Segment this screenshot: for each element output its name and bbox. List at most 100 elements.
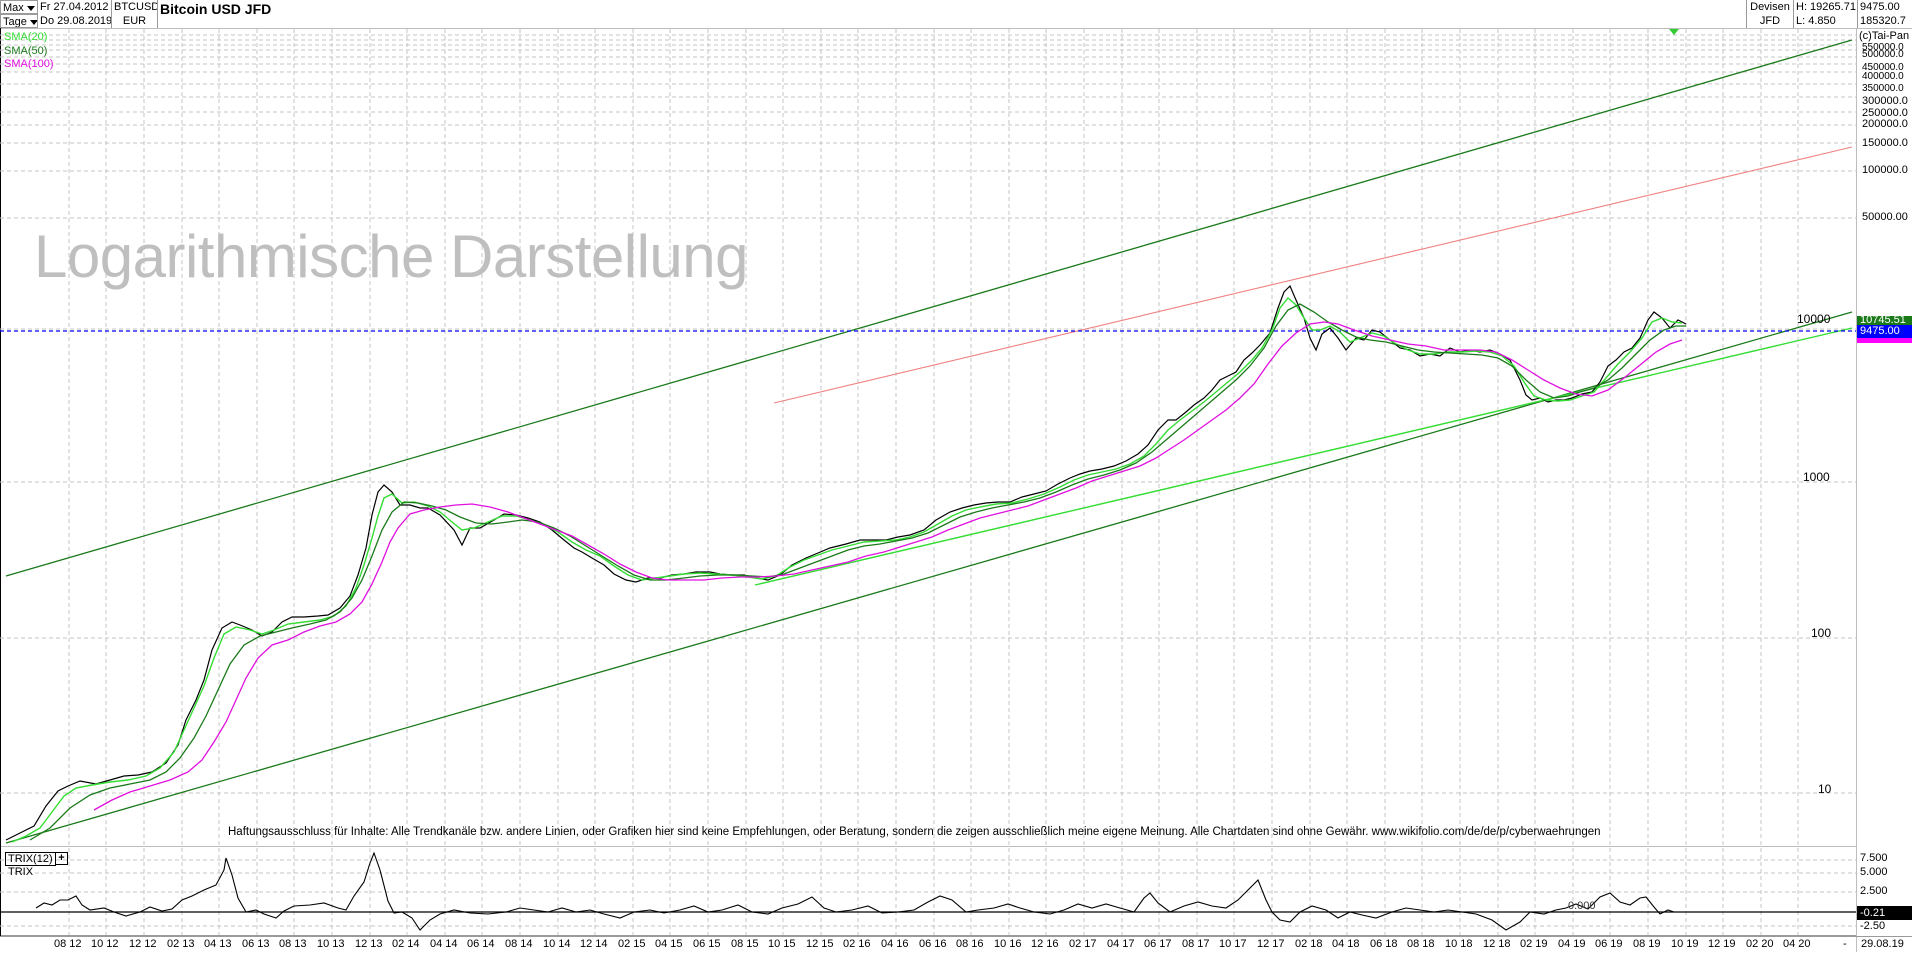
date-label: 08 19 bbox=[1633, 938, 1661, 950]
date-label: 12 16 bbox=[1031, 938, 1059, 950]
add-indicator-button[interactable]: + bbox=[55, 852, 68, 865]
trix-current-value: -0.21 bbox=[1860, 907, 1886, 919]
date-label: 04 18 bbox=[1332, 938, 1360, 950]
chevron-down-icon bbox=[26, 5, 35, 11]
axis-label-100: 100 bbox=[1811, 626, 1832, 640]
copyright: (c)Tai-Pan bbox=[1859, 30, 1910, 42]
date-label: 08 13 bbox=[279, 938, 307, 950]
trix-axis-7500: 7.500 bbox=[1860, 852, 1888, 864]
date-label: 10 15 bbox=[768, 938, 796, 950]
sma100-series bbox=[93, 321, 1683, 811]
axis-label-50000: 50000.00 bbox=[1862, 211, 1908, 223]
date-label: 04 15 bbox=[655, 938, 683, 950]
date-label: 12 18 bbox=[1483, 938, 1511, 950]
axis-label-200000: 200000.0 bbox=[1862, 118, 1908, 130]
date-label: 10 17 bbox=[1219, 938, 1247, 950]
legend-sma50[interactable]: SMA(50) bbox=[4, 45, 48, 57]
date-axis[interactable]: 08 12 10 12 12 12 02 13 04 13 06 13 08 1… bbox=[0, 936, 1912, 953]
resistance-line[interactable] bbox=[773, 146, 1853, 404]
date-label: 08 18 bbox=[1407, 938, 1435, 950]
date-to[interactable]: Do 29.08.2019 bbox=[40, 14, 112, 28]
date-label: 02 17 bbox=[1069, 938, 1097, 950]
trix-axis-neg2500: -2.50 bbox=[1860, 920, 1886, 932]
last-value: 9475.00 bbox=[1860, 1, 1900, 13]
axis-label-500000: 500000.0 bbox=[1862, 49, 1904, 60]
high-value: H: 19265.71 bbox=[1794, 0, 1858, 14]
trix-indicator-label[interactable]: TRIX(12) bbox=[5, 852, 56, 866]
date-label: 04 14 bbox=[430, 938, 458, 950]
date-label: 06 14 bbox=[467, 938, 495, 950]
date-label: 08 15 bbox=[731, 938, 759, 950]
date-label: 12 17 bbox=[1257, 938, 1285, 950]
date-label: 06 18 bbox=[1370, 938, 1398, 950]
lower-channel-line[interactable] bbox=[5, 311, 1853, 844]
chart-header: Max Tage Fr 27.04.2012 Do 29.08.2019 BTC… bbox=[0, 0, 1912, 29]
disclaimer-text: Haftungsausschluss für Inhalte: Alle Tre… bbox=[228, 826, 1601, 838]
date-label: 04 13 bbox=[204, 938, 232, 950]
axis-label-10: 10 bbox=[1818, 782, 1832, 796]
date-label: 10 13 bbox=[317, 938, 345, 950]
chart-title: Bitcoin USD JFD bbox=[160, 1, 272, 17]
axis-label-300000: 300000.0 bbox=[1862, 95, 1908, 107]
trix-sublabel: TRIX bbox=[8, 866, 34, 878]
axis-label-350000: 350000.0 bbox=[1862, 83, 1904, 94]
vertical-grid bbox=[68, 29, 1799, 935]
extra-value: 185320.7 bbox=[1860, 15, 1906, 27]
date-from[interactable]: Fr 27.04.2012 bbox=[38, 0, 112, 14]
trix-grid bbox=[0, 859, 1856, 927]
axis-label-550000: 550000.0 bbox=[1862, 42, 1904, 53]
date-label: 12 12 bbox=[129, 938, 157, 950]
date-label: 12 15 bbox=[806, 938, 834, 950]
axis-label-1000: 1000 bbox=[1803, 470, 1830, 484]
date-label: 02 20 bbox=[1746, 938, 1774, 950]
trix-series bbox=[35, 851, 1680, 931]
trix-axis-2500: 2.500 bbox=[1860, 885, 1888, 897]
date-label: 02 16 bbox=[843, 938, 871, 950]
date-label: 08 17 bbox=[1182, 938, 1210, 950]
date-label: 02 19 bbox=[1520, 938, 1548, 950]
date-label: 08 16 bbox=[956, 938, 984, 950]
date-label: 10 12 bbox=[91, 938, 119, 950]
support-line[interactable] bbox=[754, 327, 1853, 586]
low-value: L: 4.850 bbox=[1794, 14, 1858, 28]
legend-sma100[interactable]: SMA(100) bbox=[4, 58, 54, 70]
sma50-series bbox=[29, 303, 1686, 841]
source: JFD bbox=[1746, 14, 1794, 28]
date-label: 06 15 bbox=[693, 938, 721, 950]
date-label: 02 15 bbox=[618, 938, 646, 950]
current-date-marker-icon bbox=[1669, 29, 1679, 35]
horizontal-grid bbox=[0, 34, 1856, 794]
symbol: BTCUSD bbox=[114, 0, 158, 14]
last-price-tag: 9475.00 bbox=[1860, 325, 1900, 337]
legend-sma20[interactable]: SMA(20) bbox=[4, 31, 48, 43]
axis-label-10000: 10000 bbox=[1797, 312, 1831, 326]
date-label: 04 20 bbox=[1783, 938, 1811, 950]
period-select-value: Max bbox=[3, 2, 24, 14]
trix-axis-5000: 5.000 bbox=[1860, 866, 1888, 878]
chevron-down-icon bbox=[29, 19, 37, 25]
axis-label-450000: 450000.0 bbox=[1862, 62, 1904, 73]
date-label: 02 18 bbox=[1295, 938, 1323, 950]
interval-select[interactable]: Tage bbox=[0, 14, 38, 28]
date-label: 04 19 bbox=[1558, 938, 1586, 950]
date-label: 08 12 bbox=[54, 938, 82, 950]
period-select[interactable]: Max bbox=[0, 0, 38, 14]
axis-label-100000: 100000.0 bbox=[1862, 164, 1908, 176]
sma20-series bbox=[11, 296, 1683, 843]
upper-channel-line[interactable] bbox=[5, 39, 1853, 577]
date-label: 06 16 bbox=[919, 938, 947, 950]
axis-label-400000: 400000.0 bbox=[1862, 71, 1904, 82]
market: Devisen bbox=[1746, 0, 1794, 14]
date-label: 12 13 bbox=[355, 938, 383, 950]
date-label: 10 16 bbox=[994, 938, 1022, 950]
sma20-price-tag: 10745.51 bbox=[1860, 315, 1906, 326]
date-label: 06 17 bbox=[1144, 938, 1172, 950]
date-label: 02 13 bbox=[167, 938, 195, 950]
date-label: 04 16 bbox=[881, 938, 909, 950]
date-label: 10 14 bbox=[543, 938, 571, 950]
date-axis-separator: - bbox=[1843, 938, 1847, 950]
axis-label-150000: 150000.0 bbox=[1862, 137, 1908, 149]
watermark-text: Logarithmische Darstellung bbox=[34, 223, 749, 290]
date-axis-end-date: 29.08.19 bbox=[1861, 938, 1904, 950]
